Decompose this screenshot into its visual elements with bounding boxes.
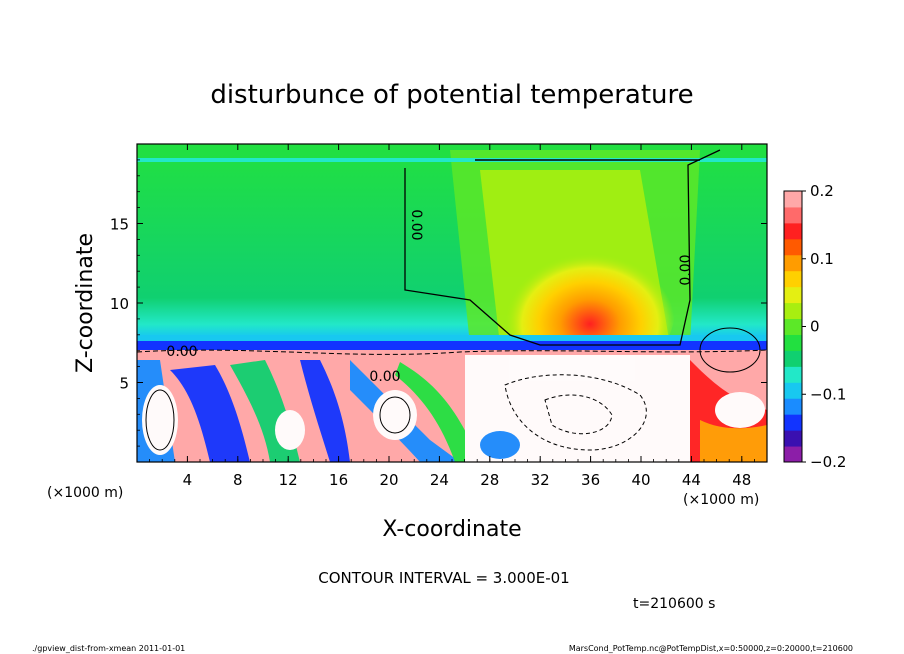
colorbar-swatch	[784, 222, 802, 240]
x-tick-label: 24	[430, 471, 449, 489]
x-tick-label: 44	[682, 471, 701, 489]
colorbar-swatch	[784, 398, 802, 415]
colorbar-tick-label: −0.2	[810, 453, 846, 471]
chart-title: disturbunce of potential temperature	[210, 80, 693, 110]
colorbar-swatch	[784, 238, 802, 256]
colorbar-swatch	[784, 430, 802, 447]
y-axis-label: Z-coordinate	[73, 233, 98, 373]
colorbar-swatch	[784, 286, 802, 304]
footer-right: MarsCond_PotTemp.nc@PotTempDist,x=0:5000…	[569, 644, 853, 653]
colorbar-swatch	[784, 382, 802, 399]
y-tick-label: 10	[110, 295, 129, 313]
colorbar-tick-label: 0.1	[810, 250, 834, 268]
x-tick-label: 28	[480, 471, 499, 489]
contour-label: 0.00	[408, 209, 424, 240]
x-tick-label: 48	[732, 471, 751, 489]
contour-label: 0.00	[166, 344, 197, 360]
x-tick-label: 16	[329, 471, 348, 489]
colorbar-swatch	[784, 254, 802, 272]
colorbar-swatch	[784, 318, 802, 335]
colorbar-swatch	[784, 206, 802, 224]
colorbar-tick-label: −0.1	[810, 385, 846, 403]
colorbar-swatch	[784, 302, 802, 320]
y-tick-label: 5	[119, 375, 129, 393]
x-tick-label: 20	[379, 471, 398, 489]
x-axis-label: X-coordinate	[382, 517, 521, 542]
x-tick-label: 36	[581, 471, 600, 489]
colorbar-swatch	[784, 446, 802, 463]
y-axis: 5 10 15	[110, 143, 767, 463]
colorbar-swatch	[784, 366, 802, 383]
colorbar-tick-label: 0.2	[810, 182, 834, 200]
colorbar-swatch	[784, 350, 802, 367]
x-tick-label: 8	[233, 471, 243, 489]
x-unit-right: (×1000 m)	[683, 492, 759, 508]
x-tick-label: 32	[531, 471, 550, 489]
time-label: t=210600 s	[633, 596, 715, 612]
y-tick-label: 15	[110, 216, 129, 234]
contour-label: 0.00	[678, 254, 694, 285]
colorbar-swatch	[784, 270, 802, 288]
contour-label: 0.00	[369, 369, 400, 385]
x-unit-left: (×1000 m)	[47, 485, 123, 501]
colorbar: 0.2 0.1 0 −0.1 −0.2	[783, 182, 846, 471]
x-tick-label: 4	[183, 471, 193, 489]
contour-interval: CONTOUR INTERVAL = 3.000E-01	[318, 569, 569, 587]
colorbar-swatch	[784, 414, 802, 431]
x-tick-label: 12	[279, 471, 298, 489]
footer-left: ./gpview_dist-from-xmean 2011-01-01	[32, 644, 185, 653]
colorbar-tick-label: 0	[810, 318, 820, 336]
contour-labels: 0.00 0.00 0.00 0.00	[166, 209, 694, 385]
x-tick-label: 40	[631, 471, 650, 489]
colorbar-swatch	[784, 191, 802, 208]
heatmap-field	[137, 144, 767, 462]
colorbar-swatch	[784, 334, 802, 351]
x-axis: 4 8 12 16 20 24 28 32 36 40 44 48	[136, 144, 768, 489]
